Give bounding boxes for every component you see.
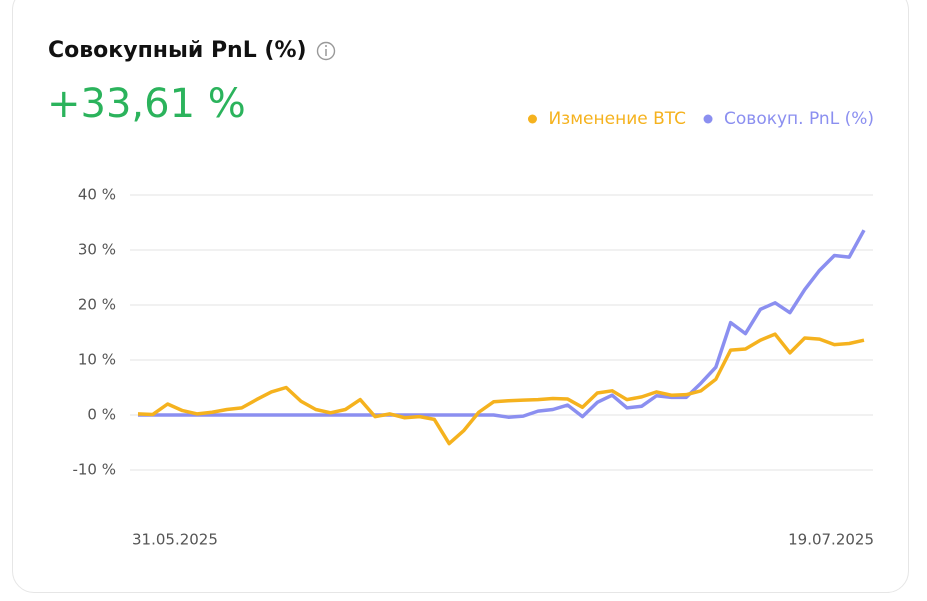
headline-value: +33,61 % xyxy=(47,81,246,127)
line-series xyxy=(138,229,866,419)
legend-marker xyxy=(703,114,713,124)
card xyxy=(12,0,909,593)
chart-title: Совокупный PnL (%) xyxy=(48,38,307,63)
y-tick-label: -10 % xyxy=(72,461,116,479)
legend-label: Изменение BTC xyxy=(548,109,686,129)
legend-marker xyxy=(527,114,537,124)
info-icon[interactable] xyxy=(316,41,336,61)
y-tick-label: 0 % xyxy=(87,406,116,424)
y-tick-label: 10 % xyxy=(78,351,116,369)
x-tick-label: 31.05.2025 xyxy=(132,531,218,549)
y-tick-label: 20 % xyxy=(78,296,116,314)
x-tick-label: 19.07.2025 xyxy=(788,531,874,549)
line-series xyxy=(137,332,865,446)
y-tick-label: 40 % xyxy=(78,186,116,204)
y-tick-label: 30 % xyxy=(78,241,116,259)
legend-label: Совокуп. PnL (%) xyxy=(724,109,874,129)
